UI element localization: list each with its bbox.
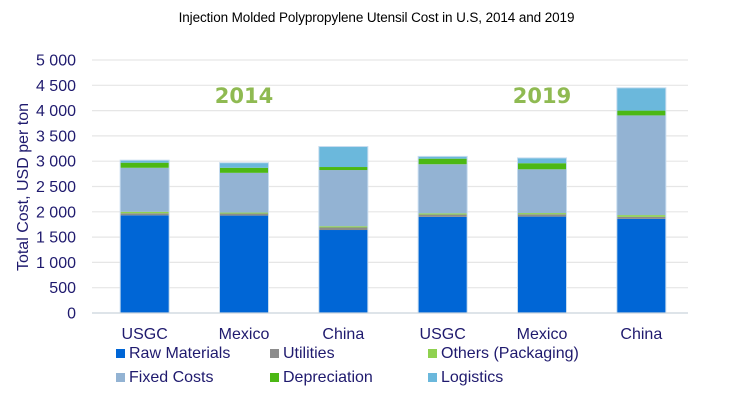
x-category-label: Mexico (517, 326, 568, 343)
bar-stack (119, 159, 170, 314)
y-tick-label: 3 000 (36, 154, 76, 171)
bar-segment-fixed-costs (418, 164, 468, 214)
y-tick-label: 500 (49, 280, 76, 297)
bar-segment-raw-materials (517, 216, 567, 313)
bar-segment-raw-materials (418, 216, 468, 313)
y-tick-label: 2 000 (36, 204, 76, 221)
legend-swatch (270, 373, 279, 382)
bar-segment-raw-materials (318, 230, 368, 313)
legend-label: Depreciation (283, 369, 373, 386)
legend-label: Utilities (283, 345, 335, 362)
legend-item: Depreciation (270, 369, 373, 386)
y-tick-label: 3 500 (36, 128, 76, 145)
legend-swatch (270, 349, 279, 358)
bar-segment-others-packaging (616, 215, 666, 217)
legend-item: Raw Materials (116, 345, 230, 362)
bar-segment-logistics (120, 160, 170, 163)
bar-stack (219, 162, 269, 314)
bar-segment-raw-materials (616, 218, 666, 313)
y-tick-label: 0 (67, 306, 76, 323)
bar-segment-others-packaging (318, 226, 368, 228)
year-annotation: 2019 (513, 84, 571, 108)
y-tick-label: 4 000 (36, 103, 76, 120)
bar-segment-raw-materials (120, 215, 170, 313)
legend-swatch (428, 349, 437, 358)
y-tick-label: 5 000 (36, 53, 76, 70)
bar-segment-depreciation (616, 110, 666, 116)
bar-segment-others-packaging (517, 213, 567, 215)
bar-segment-raw-materials (219, 215, 269, 313)
legend-item: Utilities (270, 345, 335, 362)
bar-segment-utilities (219, 213, 269, 216)
bar-segment-depreciation (418, 158, 468, 165)
legend-item: Logistics (428, 369, 503, 386)
bar-segment-fixed-costs (318, 170, 368, 227)
bar-segment-logistics (616, 87, 666, 111)
legend-swatch (116, 373, 125, 382)
bar-segment-logistics (219, 162, 269, 168)
y-tick-label: 2 500 (36, 179, 76, 196)
bar-segment-utilities (616, 216, 666, 219)
bar-segment-depreciation (517, 163, 567, 170)
y-tick-label: 1 500 (36, 230, 76, 247)
bars (119, 87, 667, 314)
legend: Raw Materials Utilities Others (Packaging)… (116, 345, 579, 386)
y-tick-label: 1 000 (36, 255, 76, 272)
bar-segment-utilities (318, 227, 368, 231)
bar-stack (517, 157, 567, 314)
gridlines (92, 59, 688, 289)
bar-segment-fixed-costs (517, 169, 567, 214)
legend-item: Fixed Costs (116, 369, 213, 386)
bar-segment-logistics (517, 157, 567, 164)
bar-segment-others-packaging (418, 213, 468, 215)
bar-stack (417, 155, 468, 314)
bar-segment-depreciation (120, 162, 170, 168)
x-category-label: Mexico (219, 326, 270, 343)
chart-title: Injection Molded Polypropylene Utensil C… (178, 10, 575, 25)
bar-segment-others-packaging (120, 211, 170, 214)
bar-segment-utilities (120, 213, 170, 216)
legend-item: Others (Packaging) (428, 345, 579, 362)
bar-stack (616, 87, 667, 314)
bar-segment-fixed-costs (616, 115, 666, 216)
legend-swatch (116, 349, 125, 358)
annotations: 2014 2019 (215, 84, 571, 108)
year-annotation: 2014 (215, 84, 273, 108)
y-axis-ticks: 0 500 1 000 1 500 2 000 2 500 3 000 3 500 4 000 4… (36, 53, 76, 323)
x-category-label: China (620, 326, 662, 343)
legend-swatch (428, 373, 437, 382)
y-tick-label: 4 500 (36, 78, 76, 95)
x-category-label: China (322, 326, 364, 343)
legend-label: Raw Materials (129, 345, 230, 362)
bar-stack (318, 146, 369, 314)
bar-segment-utilities (517, 214, 567, 217)
legend-label: Logistics (441, 369, 503, 386)
bar-segment-others-packaging (219, 212, 269, 214)
x-category-label: USGC (420, 326, 466, 343)
y-axis-label: Total Cost, USD per ton (15, 103, 32, 271)
bar-segment-logistics (318, 146, 368, 168)
bar-segment-fixed-costs (219, 172, 269, 213)
x-axis-categories: USGC Mexico China USGC Mexico China (122, 326, 663, 343)
bar-segment-depreciation (318, 167, 368, 171)
x-category-label: USGC (122, 326, 168, 343)
bar-segment-utilities (418, 214, 468, 217)
legend-label: Others (Packaging) (441, 345, 579, 362)
bar-segment-logistics (418, 156, 468, 159)
bar-segment-depreciation (219, 167, 269, 173)
legend-label: Fixed Costs (129, 369, 213, 386)
bar-segment-fixed-costs (120, 167, 170, 212)
